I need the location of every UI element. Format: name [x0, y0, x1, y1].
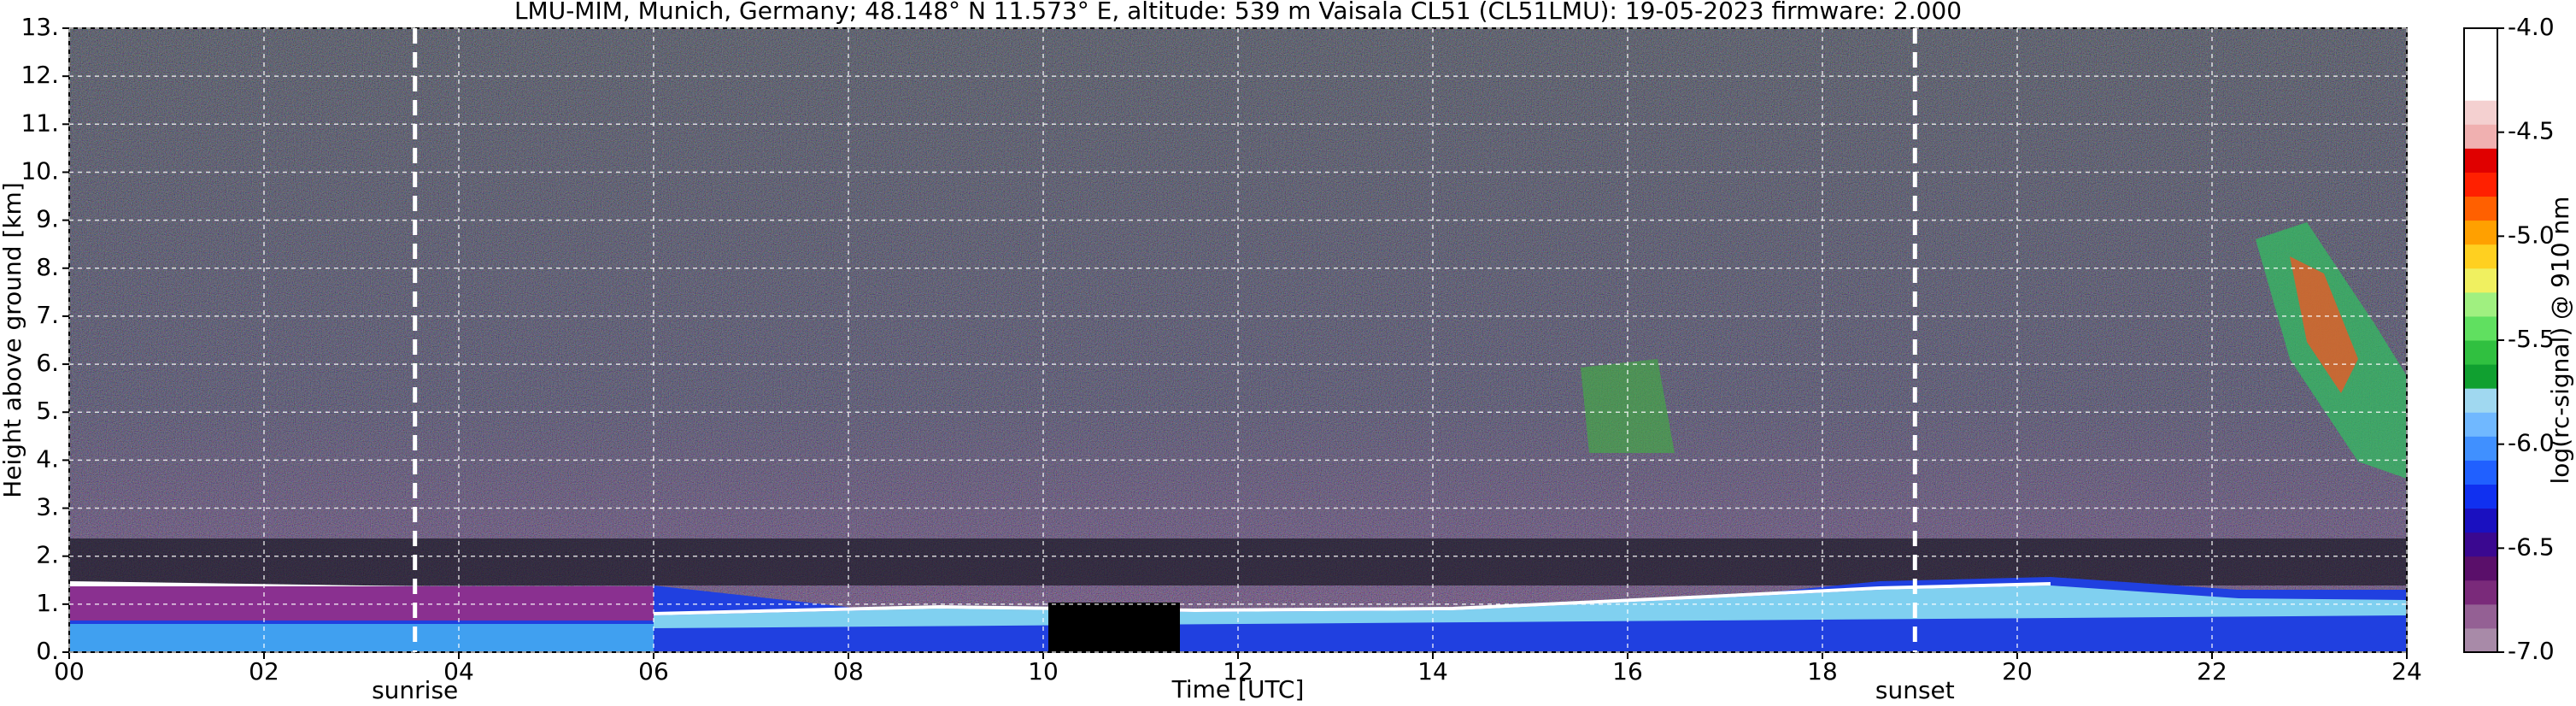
colorbar-swatch: [2464, 76, 2497, 101]
colorbar-swatch: [2464, 291, 2497, 317]
colorbar-swatch: [2464, 124, 2497, 149]
colorbar-tick-label: -5.5: [2508, 325, 2555, 353]
y-tick-label: 1.: [36, 589, 59, 617]
colorbar-tick-label: -5.0: [2508, 221, 2555, 249]
colorbar-swatch: [2464, 340, 2497, 365]
colorbar-swatch: [2464, 268, 2497, 293]
y-tick-label: 10.: [21, 156, 59, 185]
colorbar-swatch: [2464, 508, 2497, 533]
x-tick-label: 10: [1028, 657, 1059, 685]
y-tick-label: 11.: [21, 109, 59, 137]
colorbar-tick-label: -6.5: [2508, 532, 2555, 561]
colorbar-swatch: [2464, 627, 2497, 653]
annotation-label: sunrise: [372, 676, 458, 704]
colorbar-tick-label: -4.0: [2508, 13, 2555, 41]
x-tick-label: 06: [638, 657, 669, 685]
y-tick-label: 0.: [36, 637, 59, 665]
colorbar-swatch: [2464, 412, 2497, 437]
x-tick-label: 18: [1807, 657, 1838, 685]
colorbar-swatch: [2464, 196, 2497, 221]
colorbar-swatch: [2464, 100, 2497, 125]
x-tick-label: 22: [2197, 657, 2227, 685]
x-axis-label: Time [UTC]: [1171, 675, 1305, 703]
colorbar-swatch: [2464, 436, 2497, 461]
colorbar-swatch: [2464, 220, 2497, 245]
colorbar-swatch: [2464, 52, 2497, 77]
colorbar-tick-label: -6.0: [2508, 429, 2555, 457]
colorbar-swatch: [2464, 580, 2497, 605]
colorbar-label: log(rc-signal) @ 910 nm: [2546, 197, 2574, 485]
colorbar-swatch: [2464, 532, 2497, 557]
x-tick-label: 02: [249, 657, 279, 685]
colorbar-swatch: [2464, 603, 2497, 629]
y-tick-label: 9.: [36, 205, 59, 233]
x-tick-label: 24: [2391, 657, 2422, 685]
y-tick-label: 12.: [21, 61, 59, 89]
y-tick-label: 4.: [36, 444, 59, 473]
y-tick-label: 7.: [36, 301, 59, 329]
annotation-label: sunset: [1875, 676, 1955, 704]
y-tick-label: 3.: [36, 493, 59, 521]
colorbar-swatch: [2464, 388, 2497, 413]
colorbar-swatch: [2464, 172, 2497, 197]
x-tick-label: 16: [1612, 657, 1643, 685]
colorbar-tick-label: -4.5: [2508, 117, 2555, 145]
x-tick-label: 08: [833, 657, 864, 685]
colorbar-swatch: [2464, 556, 2497, 581]
colorbar-swatch: [2464, 364, 2497, 389]
colorbar-swatch: [2464, 315, 2497, 341]
chart-title: LMU-MIM, Munich, Germany; 48.148° N 11.5…: [514, 0, 1962, 25]
colorbar-swatch: [2464, 484, 2497, 509]
colorbar-swatch: [2464, 28, 2497, 53]
y-tick-label: 8.: [36, 253, 59, 281]
x-tick-label: 12: [1223, 657, 1253, 685]
y-tick-label: 13.: [21, 13, 59, 41]
colorbar-swatch: [2464, 148, 2497, 173]
y-tick-label: 2.: [36, 541, 59, 569]
x-tick-label: 20: [2002, 657, 2033, 685]
x-tick-label: 00: [54, 657, 85, 685]
colorbar-tick-label: -7.0: [2508, 637, 2555, 665]
y-axis-label: Height above ground [km]: [0, 182, 26, 498]
x-tick-label: 14: [1417, 657, 1448, 685]
y-tick-label: 6.: [36, 349, 59, 377]
x-tick-label: 04: [443, 657, 474, 685]
y-tick-label: 5.: [36, 397, 59, 425]
colorbar-swatch: [2464, 460, 2497, 485]
colorbar-swatch: [2464, 244, 2497, 269]
